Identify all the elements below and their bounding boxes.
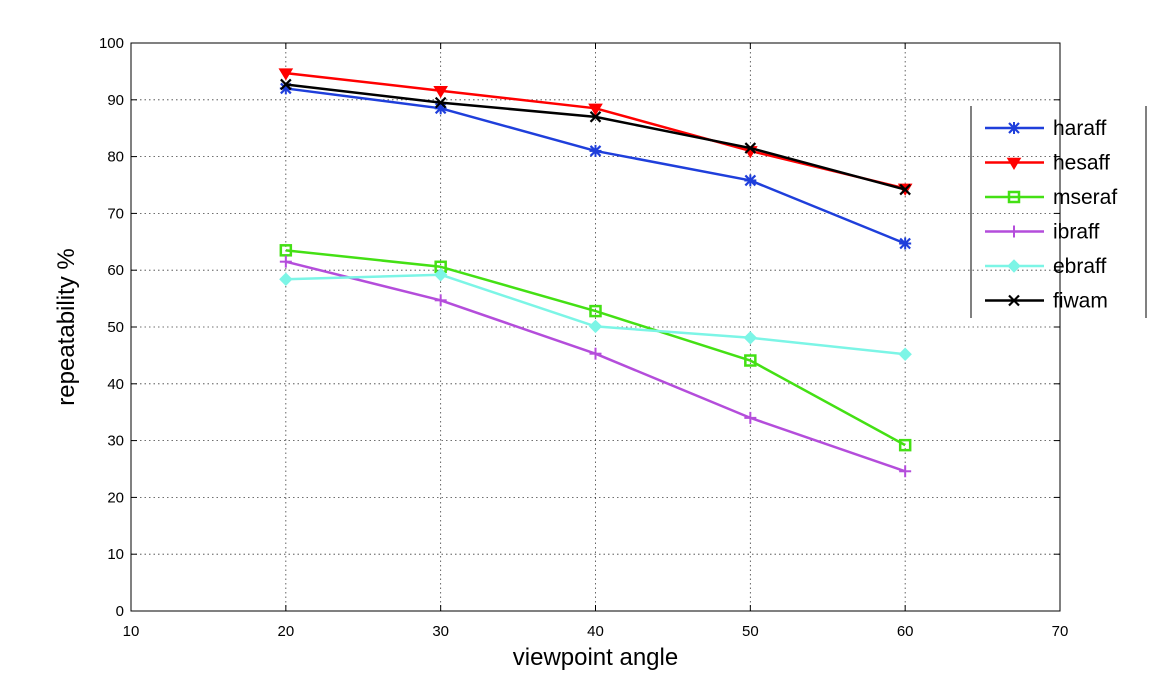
data-point-haraff <box>589 144 602 157</box>
data-point-mseraf <box>589 304 602 318</box>
series-haraff <box>279 82 912 250</box>
legend-label: ibraff <box>1053 221 1099 244</box>
x-axis-title: viewpoint angle <box>513 644 678 671</box>
series-line-hesaff <box>285 71 906 190</box>
y-tick-label: 50 <box>107 319 124 336</box>
data-point-ibraff <box>744 411 757 424</box>
y-tick-label: 10 <box>107 546 124 563</box>
data-point-haraff <box>899 237 912 250</box>
legend: haraff hesaff mseraf ibraff ebraff fiwam <box>970 106 1147 318</box>
data-point-mseraf <box>898 438 912 452</box>
y-tick-label: 70 <box>107 205 124 222</box>
y-tick-label: 80 <box>107 149 124 166</box>
data-point-mseraf <box>744 354 757 367</box>
x-tick-label: 10 <box>123 623 140 640</box>
legend-item-fiwam: fiwam <box>985 290 1108 313</box>
data-point-hesaff <box>278 68 294 81</box>
data-point-ibraff <box>434 294 447 307</box>
series-hesaff <box>278 68 913 196</box>
data-point-ibraff <box>899 465 912 478</box>
data-point-ebraff <box>743 331 758 345</box>
series-ibraff <box>279 255 912 478</box>
data-point-fiwam <box>899 183 911 196</box>
y-tick-label: 40 <box>107 376 124 393</box>
legend-label: ebraff <box>1053 255 1106 278</box>
series-ebraff <box>279 268 912 361</box>
y-tick-label: 100 <box>99 35 124 52</box>
data-point-hesaff <box>588 103 603 116</box>
data-point-ebraff <box>588 319 603 334</box>
y-axis-title: repeatability % <box>53 248 80 405</box>
legend-marker <box>1007 259 1021 273</box>
axes: 10 20 30 40 50 60 70 0 10 20 30 40 50 60 70 80 90 100 view… <box>53 35 1068 671</box>
series-fiwam <box>280 78 911 196</box>
data-point-fiwam <box>589 111 602 123</box>
legend-marker <box>1008 122 1020 134</box>
x-tick-label: 70 <box>1052 623 1069 640</box>
x-tick-label: 20 <box>277 623 294 640</box>
data-point-fiwam <box>280 78 292 91</box>
x-tick-label: 60 <box>897 623 914 640</box>
legend-marker <box>1008 294 1020 307</box>
legend-marker <box>1008 225 1020 238</box>
series-group <box>278 68 913 478</box>
legend-item-ebraff: ebraff <box>985 255 1106 278</box>
legend-label: haraff <box>1053 117 1106 140</box>
data-point-ebraff <box>433 268 448 282</box>
series-line-mseraf <box>285 249 906 447</box>
data-point-hesaff <box>433 85 448 99</box>
data-point-fiwam <box>744 142 757 154</box>
y-tick-label: 30 <box>107 433 124 450</box>
data-point-ebraff <box>898 347 912 361</box>
x-tick-label: 50 <box>742 623 759 640</box>
y-tick-label: 90 <box>107 92 124 109</box>
y-tick-label: 20 <box>107 489 124 506</box>
legend-label: fiwam <box>1053 290 1108 313</box>
legend-marker <box>1006 157 1022 170</box>
legend-marker <box>1007 190 1021 204</box>
data-point-haraff <box>744 174 757 187</box>
y-tick-label: 60 <box>107 262 124 279</box>
legend-label: hesaff <box>1053 152 1110 175</box>
data-point-mseraf <box>279 244 293 257</box>
legend-item-mseraf: mseraf <box>985 186 1117 209</box>
data-point-ebraff <box>279 272 293 286</box>
data-point-fiwam <box>434 96 447 109</box>
legend-item-haraff: haraff <box>985 117 1106 140</box>
legend-label: mseraf <box>1053 186 1117 209</box>
y-tick-label: 0 <box>116 603 124 620</box>
x-tick-label: 40 <box>587 623 604 640</box>
data-point-ibraff <box>279 255 292 268</box>
data-point-ibraff <box>589 347 602 360</box>
x-tick-label: 30 <box>432 623 449 640</box>
legend-item-ibraff: ibraff <box>985 221 1099 244</box>
legend-item-hesaff: hesaff <box>985 152 1110 175</box>
